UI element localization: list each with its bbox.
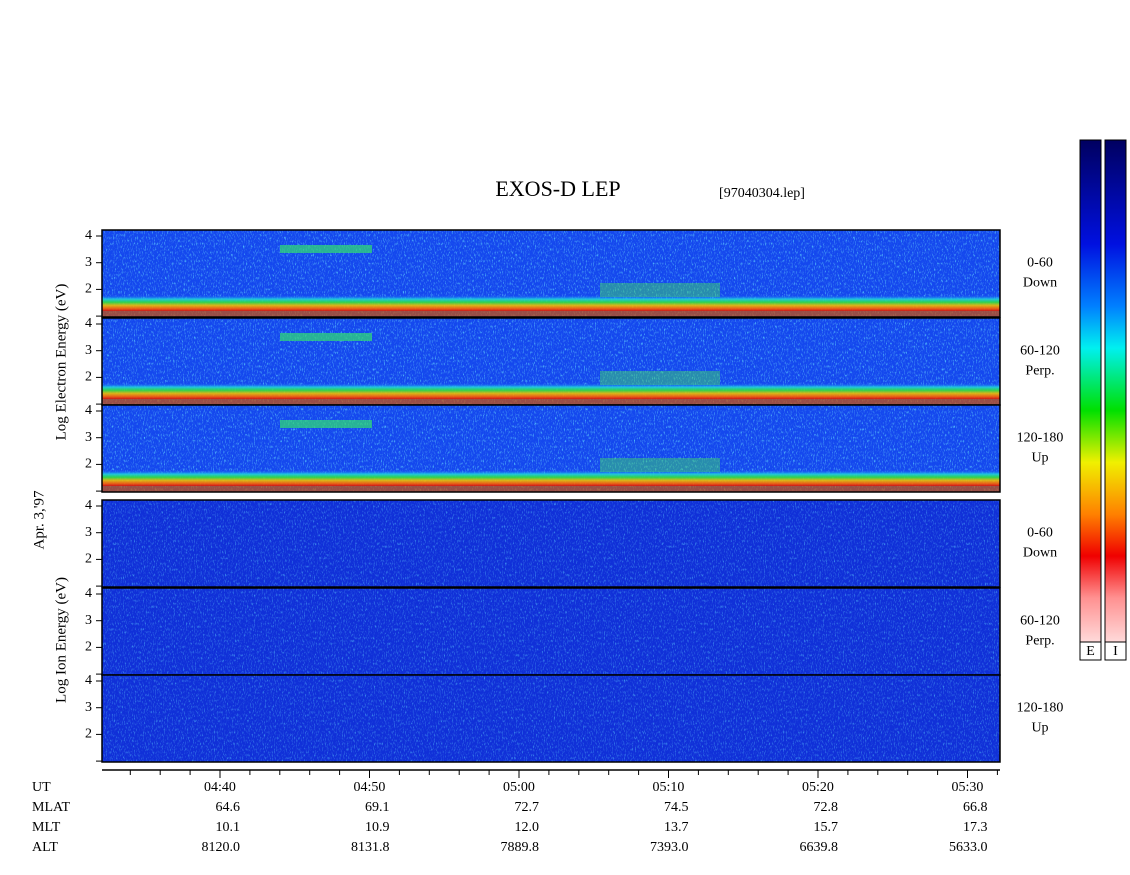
y-tick-label: 4 bbox=[85, 316, 92, 331]
y-tick-label: 2 bbox=[85, 282, 92, 297]
panel-range: 0-60 bbox=[1027, 526, 1053, 541]
row-label: UT bbox=[32, 780, 51, 795]
row-label: MLAT bbox=[32, 800, 71, 815]
y-tick-label: 3 bbox=[85, 255, 92, 270]
date-label: Apr. 3,'97 bbox=[31, 490, 47, 549]
panel-range: 60-120 bbox=[1020, 614, 1060, 629]
table-cell: 10.1 bbox=[216, 820, 241, 835]
table-cell: 12.0 bbox=[515, 820, 540, 835]
panel-direction: Perp. bbox=[1025, 364, 1054, 379]
y-tick-label: 2 bbox=[85, 552, 92, 567]
chart-title: EXOS-D LEP bbox=[495, 176, 620, 201]
table-cell: 6639.8 bbox=[800, 840, 839, 855]
flux-band-edge bbox=[102, 399, 1000, 405]
x-tick-label: 04:40 bbox=[204, 780, 236, 795]
file-name: [97040304.lep] bbox=[719, 186, 805, 201]
y-tick-label: 2 bbox=[85, 370, 92, 385]
flux-burst bbox=[280, 420, 372, 428]
y-axis-label: Log Ion Energy (eV) bbox=[53, 577, 69, 703]
y-axis-label: Log Electron Energy (eV) bbox=[53, 284, 69, 441]
y-tick-label: 4 bbox=[85, 673, 92, 688]
table-cell: 66.8 bbox=[963, 800, 988, 815]
y-tick-label: 2 bbox=[85, 640, 92, 655]
row-label: ALT bbox=[32, 840, 58, 855]
y-tick-label: 4 bbox=[85, 586, 92, 601]
table-cell: 8131.8 bbox=[351, 840, 390, 855]
y-tick-label: 3 bbox=[85, 525, 92, 540]
table-cell: 7889.8 bbox=[501, 840, 540, 855]
panel-direction: Perp. bbox=[1025, 634, 1054, 649]
y-tick-label: 2 bbox=[85, 727, 92, 742]
y-tick-label: 3 bbox=[85, 613, 92, 628]
panel-frame bbox=[101, 499, 1001, 588]
color-bar-label-box bbox=[1104, 641, 1127, 661]
table-cell: 15.7 bbox=[814, 820, 839, 835]
flux-burst bbox=[600, 458, 720, 472]
flux-band bbox=[102, 470, 1000, 486]
table-cell: 69.1 bbox=[365, 800, 390, 815]
table-cell: 5633.0 bbox=[949, 840, 988, 855]
x-tick-label: 05:20 bbox=[802, 780, 834, 795]
y-tick-label: 3 bbox=[85, 430, 92, 445]
spectrogram-noise bbox=[102, 500, 1000, 587]
flux-band-edge bbox=[102, 486, 1000, 492]
panel-range: 120-180 bbox=[1017, 701, 1064, 716]
panel-direction: Up bbox=[1031, 721, 1048, 736]
flux-burst bbox=[280, 333, 372, 341]
panel-direction: Up bbox=[1031, 451, 1048, 466]
x-tick-label: 05:00 bbox=[503, 780, 535, 795]
y-tick-label: 2 bbox=[85, 457, 92, 472]
flux-band bbox=[102, 295, 1000, 311]
panel-frame bbox=[101, 674, 1001, 763]
y-tick-label: 4 bbox=[85, 403, 92, 418]
table-cell: 10.9 bbox=[365, 820, 390, 835]
panel-range: 60-120 bbox=[1020, 344, 1060, 359]
table-cell: 7393.0 bbox=[650, 840, 689, 855]
x-tick-label: 05:10 bbox=[653, 780, 685, 795]
row-label: MLT bbox=[32, 820, 61, 835]
spectrogram-noise bbox=[102, 675, 1000, 762]
flux-band bbox=[102, 383, 1000, 399]
x-tick-label: 04:50 bbox=[354, 780, 386, 795]
panel-direction: Down bbox=[1023, 546, 1057, 561]
flux-burst bbox=[280, 245, 372, 253]
flux-burst bbox=[600, 283, 720, 297]
color-bar-label: E bbox=[1086, 644, 1095, 659]
table-cell: 74.5 bbox=[664, 800, 689, 815]
flux-burst bbox=[600, 371, 720, 385]
panel-direction: Down bbox=[1023, 276, 1057, 291]
panel-frame bbox=[101, 404, 1001, 493]
color-bar bbox=[1104, 139, 1127, 661]
y-tick-label: 4 bbox=[85, 228, 92, 243]
color-bar-label-box bbox=[1079, 641, 1102, 661]
table-cell: 72.7 bbox=[515, 800, 540, 815]
table-cell: 8120.0 bbox=[202, 840, 241, 855]
flux-band-edge bbox=[102, 311, 1000, 317]
color-bar bbox=[1079, 139, 1102, 661]
table-cell: 17.3 bbox=[963, 820, 988, 835]
panel-frame bbox=[101, 229, 1001, 318]
table-cell: 64.6 bbox=[216, 800, 241, 815]
table-cell: 72.8 bbox=[814, 800, 839, 815]
panel-range: 0-60 bbox=[1027, 256, 1053, 271]
y-tick-label: 3 bbox=[85, 343, 92, 358]
y-tick-label: 4 bbox=[85, 498, 92, 513]
y-tick-label: 3 bbox=[85, 700, 92, 715]
spectrogram-noise bbox=[102, 588, 1000, 675]
table-cell: 13.7 bbox=[664, 820, 689, 835]
panel-range: 120-180 bbox=[1017, 431, 1064, 446]
color-bar-label: I bbox=[1113, 644, 1118, 659]
x-tick-label: 05:30 bbox=[952, 780, 984, 795]
